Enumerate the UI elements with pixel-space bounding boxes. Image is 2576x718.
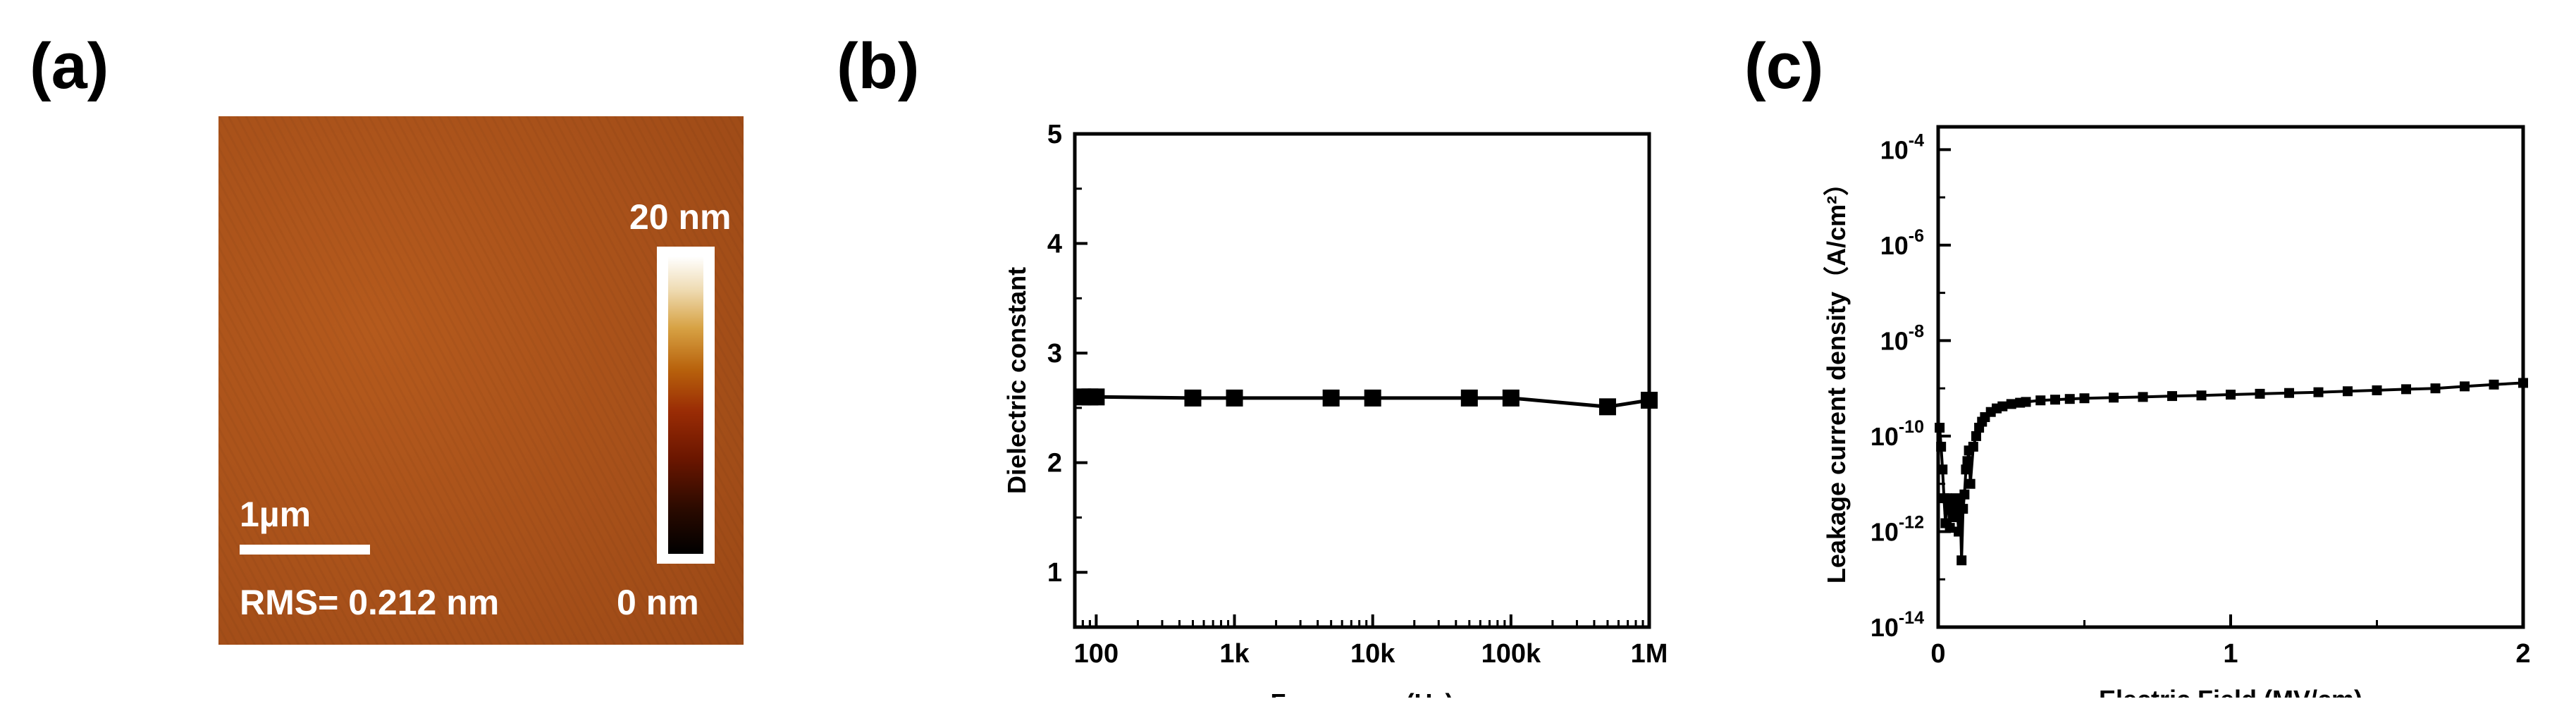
y-tick-label: 10-6	[1880, 226, 1924, 260]
colorbar-max-label: 20 nm	[629, 197, 732, 237]
y-tick-label: 10-12	[1871, 512, 1924, 546]
y-tick-label: 4	[1047, 230, 1062, 259]
data-point	[2138, 392, 2148, 402]
data-point	[1502, 389, 1520, 407]
y-tick-label: 2	[1047, 449, 1062, 478]
data-point	[1947, 512, 1958, 523]
data-point	[1958, 504, 1968, 514]
data-point	[2430, 383, 2441, 394]
y-tick-label: 1	[1047, 558, 1062, 588]
data-point	[2167, 391, 2177, 402]
x-tick-label: 10k	[1350, 639, 1395, 669]
data-point	[2226, 390, 2236, 400]
data-point	[2372, 385, 2382, 395]
data-point	[1087, 388, 1105, 406]
data-point	[1959, 489, 1970, 500]
data-point	[2255, 388, 2265, 399]
leakage-chart: 0 1 2 10-14 10-12 10-10 10-8 10-6 10-4 Electric …	[1822, 125, 2531, 698]
data-point	[1184, 389, 1202, 407]
data-point	[2006, 399, 2016, 409]
x-tick-label: 100k	[1481, 639, 1541, 669]
x-tick-label: 1M	[1631, 639, 1668, 669]
data-point	[2079, 393, 2090, 404]
dielectric-series	[1074, 388, 1658, 416]
series-line	[1938, 381, 2524, 561]
afm-image: 20 nm 1µm RMS= 0.212 nm 0 nm	[218, 116, 744, 645]
data-point	[2050, 395, 2060, 405]
y-tick-label: 10-10	[1871, 417, 1924, 451]
panel-label-c: (c)	[1744, 30, 1824, 102]
panel-label-b: (b)	[837, 30, 920, 102]
data-point	[1937, 464, 1948, 475]
x-axis-label: Frequency (Hz)	[1270, 688, 1453, 698]
plot-frame	[1073, 132, 1651, 629]
data-point	[2035, 395, 2046, 406]
y-tick-label: 10-14	[1871, 608, 1924, 642]
scalebar	[240, 545, 370, 555]
y-tick-label: 5	[1047, 120, 1062, 149]
data-point	[2064, 394, 2075, 404]
rms-label: RMS= 0.212 nm	[240, 583, 500, 622]
dielectric-chart: 100 1k 10k 100k 1M 1 2 3 4 5 Frequency (Hz) Diele…	[1002, 120, 1668, 698]
y-tick-label: 10-4	[1880, 130, 1924, 164]
data-point	[1965, 478, 1976, 489]
x-tick-label: 2	[2515, 639, 2530, 669]
x-tick-label: 1k	[1219, 639, 1250, 669]
x-tick-label: 100	[1074, 639, 1118, 669]
data-point	[2196, 390, 2207, 401]
y-axis-label: Dielectric constant	[1002, 267, 1031, 494]
data-point	[2284, 388, 2294, 398]
data-point	[2109, 392, 2119, 403]
data-point	[2343, 386, 2353, 397]
data-point	[1364, 389, 1381, 407]
data-point	[1997, 401, 2008, 411]
data-point	[1962, 456, 1973, 466]
y-axis-label: Leakage current density（A/cm²）	[1822, 171, 1851, 583]
y-tick-label: 3	[1047, 339, 1062, 369]
data-point	[2313, 387, 2324, 397]
data-point	[2460, 381, 2470, 392]
x-axis-label: Electric Field (MV/cm)	[2099, 685, 2362, 698]
data-point	[1971, 431, 1981, 441]
colorbar	[657, 247, 715, 564]
leakage-series	[1935, 378, 2528, 566]
colorbar-gradient	[668, 256, 703, 554]
x-tick-label: 0	[1930, 639, 1945, 669]
panel-label-a: (a)	[30, 30, 109, 102]
plot-frame	[1936, 125, 2525, 629]
x-tick-label: 1	[2223, 639, 2238, 669]
data-point	[1968, 441, 1978, 452]
scalebar-label: 1µm	[240, 495, 312, 534]
data-point	[1961, 464, 1971, 475]
data-point	[1322, 389, 1340, 407]
data-point	[2489, 379, 2499, 390]
data-point	[2021, 397, 2031, 407]
y-tick-label: 10-8	[1880, 321, 1924, 355]
data-point	[1956, 555, 1967, 566]
colorbar-min-label: 0 nm	[617, 583, 699, 622]
data-point	[1598, 398, 1616, 416]
data-point	[1226, 389, 1243, 407]
data-point	[1954, 526, 1964, 537]
data-point	[2401, 384, 2411, 395]
data-point	[1460, 389, 1478, 407]
